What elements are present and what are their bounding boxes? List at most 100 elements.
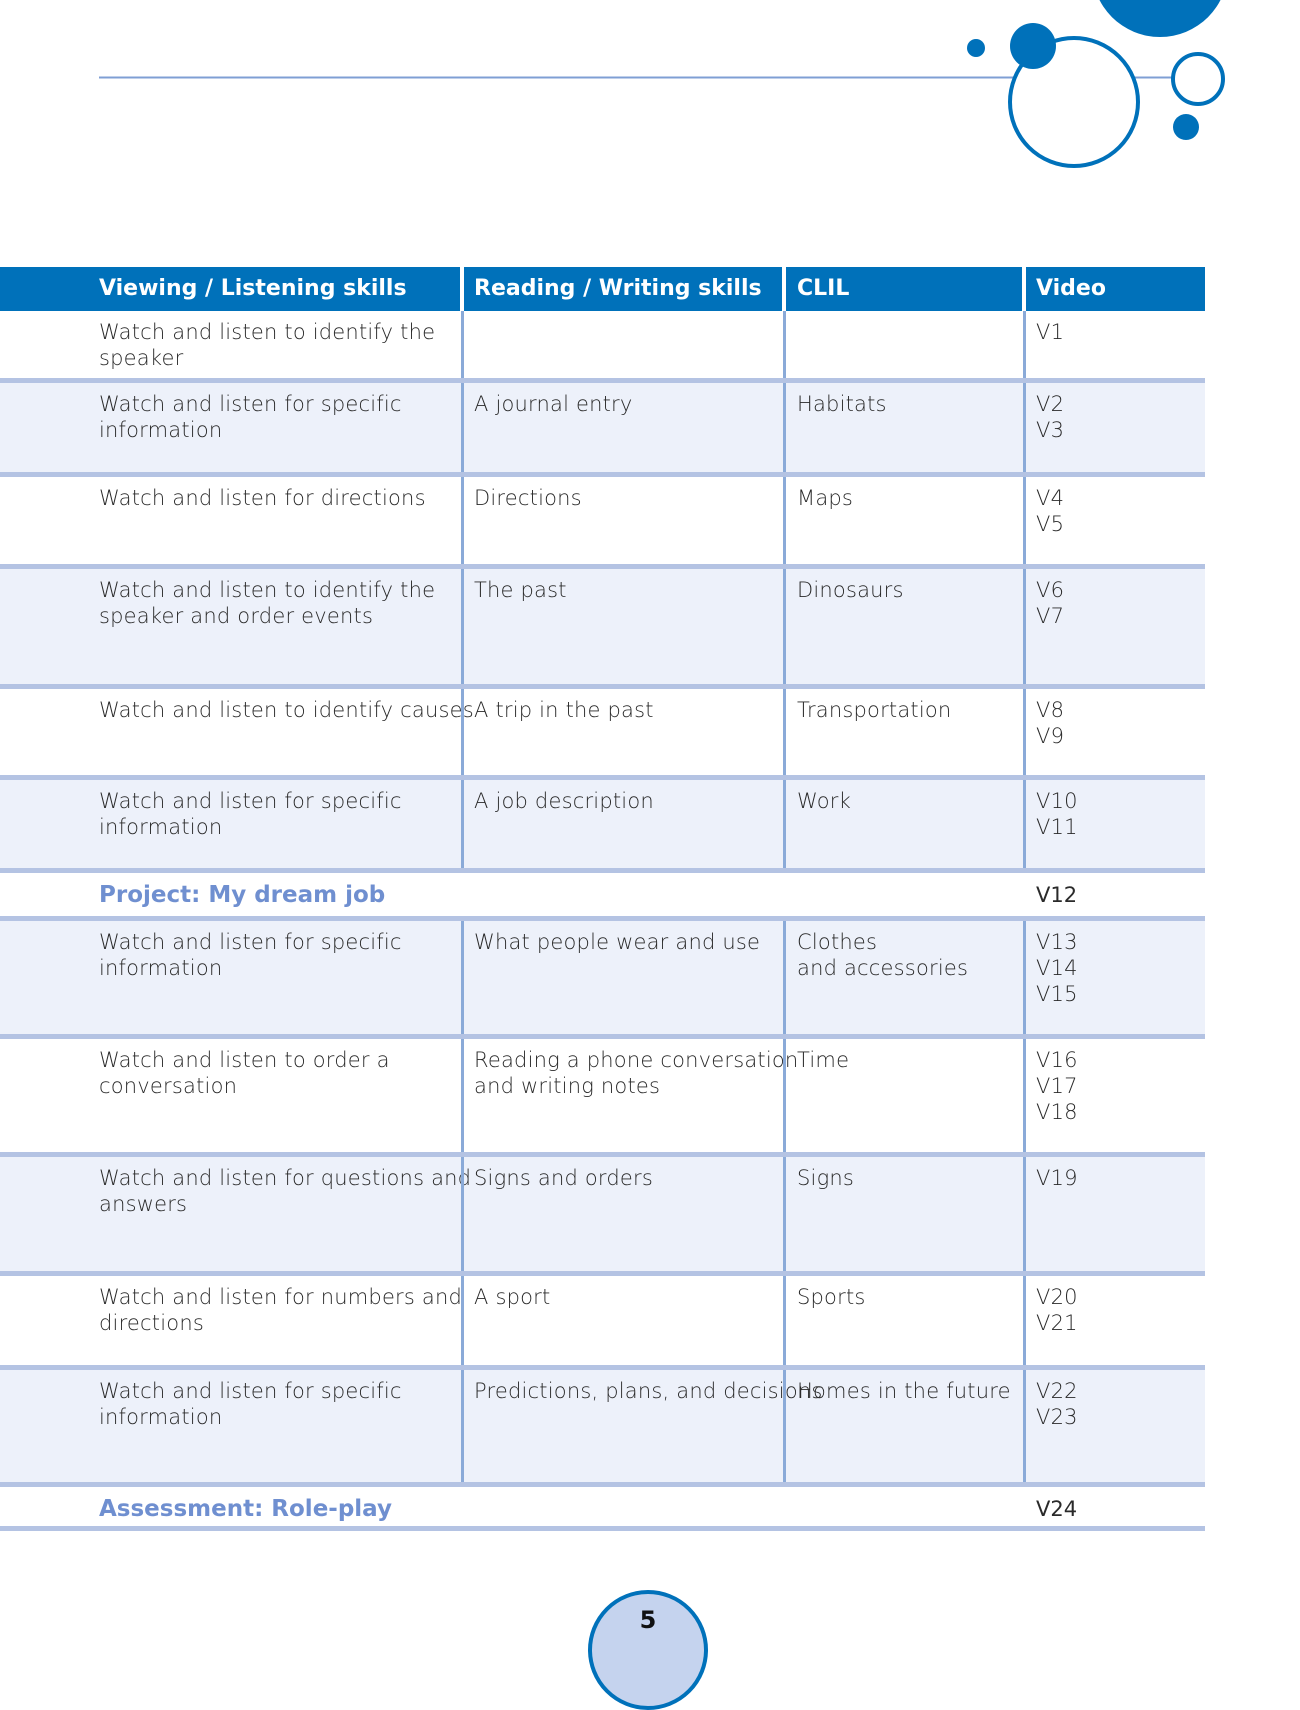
column-divider xyxy=(1023,311,1026,378)
column-divider xyxy=(1023,383,1026,472)
cell-viewing: Watch and listen for numbers and directi… xyxy=(99,1285,463,1335)
column-divider xyxy=(783,383,786,472)
column-divider xyxy=(783,921,786,1034)
column-divider xyxy=(461,1039,464,1152)
cell-reading: What people wear and use xyxy=(474,930,761,954)
row-separator xyxy=(0,1271,1205,1276)
column-divider xyxy=(783,1276,786,1365)
row-separator xyxy=(0,684,1205,689)
cell-viewing: Watch and listen for directions xyxy=(99,486,426,510)
table-row: Watch and listen for specific informatio… xyxy=(0,1365,1205,1482)
big-ring xyxy=(1008,36,1140,168)
column-divider xyxy=(1023,1157,1026,1271)
project-title: Project: My dream job xyxy=(99,882,386,908)
cell-video: V16 V17 V18 xyxy=(1036,1048,1078,1124)
table-row: Watch and listen to identify causes A tri… xyxy=(0,684,1205,775)
column-divider xyxy=(783,569,786,684)
cell-reading: A trip in the past xyxy=(474,698,654,722)
column-divider xyxy=(461,1276,464,1365)
column-divider xyxy=(461,569,464,684)
cell-viewing: Watch and listen for specific informatio… xyxy=(99,392,402,442)
cell-video: V24 xyxy=(1036,1497,1078,1521)
cell-video: V12 xyxy=(1036,883,1078,907)
row-separator xyxy=(0,1526,1205,1531)
cell-reading: A sport xyxy=(474,1285,551,1309)
row-separator xyxy=(0,1034,1205,1039)
cell-clil: Work xyxy=(797,789,851,813)
row-separator xyxy=(0,1482,1205,1487)
column-divider xyxy=(461,477,464,564)
cell-viewing: Watch and listen to identify causes xyxy=(99,698,474,722)
decorative-circles xyxy=(99,0,1225,168)
cell-clil: Habitats xyxy=(797,392,887,416)
column-divider xyxy=(461,383,464,472)
cell-video: V6 V7 xyxy=(1036,578,1065,628)
cell-viewing: Watch and listen for specific informatio… xyxy=(99,789,402,839)
cell-video: V22 V23 xyxy=(1036,1379,1078,1429)
cell-clil: Sports xyxy=(797,1285,866,1309)
table-row: Watch and listen for directions Direction… xyxy=(0,472,1205,564)
table-row: Watch and listen for questions and answe… xyxy=(0,1152,1205,1271)
cell-clil: Time xyxy=(797,1048,850,1072)
cell-clil: Signs xyxy=(797,1166,855,1190)
cell-viewing: Watch and listen to order a conversation xyxy=(99,1048,390,1098)
cell-video: V4 V5 xyxy=(1036,486,1065,536)
column-divider xyxy=(461,921,464,1034)
table-header: Viewing / Listening skills Reading / Wri… xyxy=(0,267,1205,311)
cell-clil: Clothes and accessories xyxy=(797,930,969,980)
cell-reading: A journal entry xyxy=(474,392,633,416)
cell-viewing: Watch and listen for specific informatio… xyxy=(99,930,402,980)
column-divider xyxy=(1023,569,1026,684)
table-row: Watch and listen for numbers and directi… xyxy=(0,1271,1205,1365)
cell-clil: Maps xyxy=(797,486,854,510)
column-divider xyxy=(1023,921,1026,1034)
column-divider xyxy=(783,477,786,564)
row-separator xyxy=(0,775,1205,780)
cell-viewing: Watch and listen for questions and answe… xyxy=(99,1166,472,1216)
column-divider xyxy=(783,689,786,775)
column-divider xyxy=(1023,1276,1026,1365)
row-separator xyxy=(0,916,1205,921)
table-row: Watch and listen to identify the speaker… xyxy=(0,564,1205,684)
row-separator xyxy=(0,1365,1205,1370)
column-divider xyxy=(783,1039,786,1152)
header-reading: Reading / Writing skills xyxy=(474,276,762,301)
column-divider xyxy=(1023,477,1026,564)
row-separator xyxy=(0,472,1205,477)
cell-reading: Reading a phone conversation and writing… xyxy=(474,1048,799,1098)
column-divider xyxy=(1023,1039,1026,1152)
column-divider xyxy=(1023,780,1026,868)
row-separator xyxy=(0,868,1205,873)
table-row: Watch and listen to identify the speaker… xyxy=(0,311,1205,378)
cell-video: V8 V9 xyxy=(1036,698,1065,748)
column-divider xyxy=(783,1157,786,1271)
column-divider xyxy=(461,780,464,868)
cell-video: V20 V21 xyxy=(1036,1285,1078,1335)
cell-video: V2 V3 xyxy=(1036,392,1065,442)
header-video: Video xyxy=(1036,276,1106,301)
column-divider xyxy=(1023,689,1026,775)
cell-viewing: Watch and listen to identify the speaker xyxy=(99,320,436,370)
column-divider xyxy=(461,1157,464,1271)
project-row: Project: My dream job V12 xyxy=(0,868,1205,916)
cell-clil: Dinosaurs xyxy=(797,578,904,602)
cell-viewing: Watch and listen to identify the speaker… xyxy=(99,578,436,628)
cell-clil: Transportation xyxy=(797,698,952,722)
column-divider xyxy=(461,689,464,775)
small-ring xyxy=(1171,52,1225,106)
column-divider xyxy=(461,1370,464,1482)
table-row: Watch and listen for specific informatio… xyxy=(0,916,1205,1034)
row-separator xyxy=(0,564,1205,569)
table-row: Watch and listen for specific informatio… xyxy=(0,378,1205,472)
cell-reading: Signs and orders xyxy=(474,1166,654,1190)
header-divider xyxy=(460,267,464,311)
cell-reading: Predictions, plans, and decisions xyxy=(474,1379,823,1403)
cell-clil: Homes in the future xyxy=(797,1379,1011,1403)
column-divider xyxy=(783,780,786,868)
header-viewing: Viewing / Listening skills xyxy=(99,276,407,301)
header-clil: CLIL xyxy=(797,276,850,301)
dot xyxy=(1173,114,1199,140)
row-separator xyxy=(0,378,1205,383)
cell-reading: Directions xyxy=(474,486,582,510)
cell-reading: The past xyxy=(474,578,567,602)
